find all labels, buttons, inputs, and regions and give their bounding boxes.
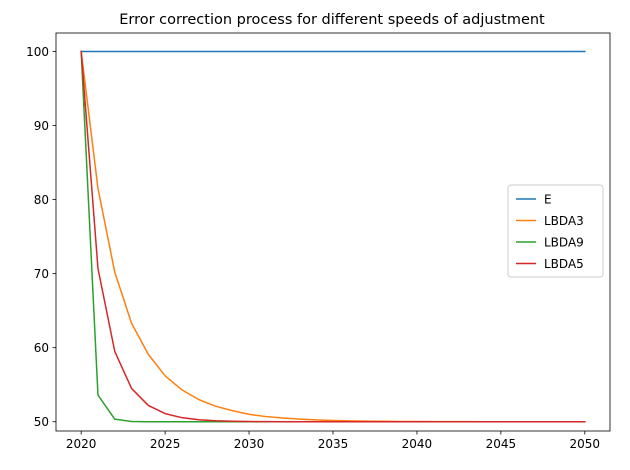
y-tick-label: 90 <box>34 119 49 133</box>
y-tick-label: 60 <box>34 341 49 355</box>
x-tick-label: 2045 <box>486 437 517 451</box>
x-tick-label: 2040 <box>402 437 433 451</box>
axes: 2020 2025 2030 2035 2040 2045 2050 50 60 70 80 90 10… <box>26 32 611 451</box>
x-tick-label: 2050 <box>570 437 601 451</box>
legend-label-e: E <box>544 192 552 206</box>
x-tick-label: 2030 <box>234 437 265 451</box>
y-tick-label: 100 <box>26 45 49 59</box>
legend-label-lbda3: LBDA3 <box>544 214 584 228</box>
y-tick-label: 70 <box>34 267 49 281</box>
x-tick-label: 2035 <box>318 437 349 451</box>
plot-area <box>80 50 586 423</box>
legend-label-lbda5: LBDA5 <box>544 257 584 271</box>
legend-box <box>507 184 604 278</box>
y-tick-label: 50 <box>34 415 49 429</box>
series-line-lbda5 <box>80 50 586 423</box>
x-tick-label: 2025 <box>150 437 181 451</box>
legend: E LBDA3 LBDA9 LBDA5 <box>507 184 604 278</box>
x-tick-label: 2020 <box>66 437 97 451</box>
y-tick-label: 80 <box>34 193 49 207</box>
legend-label-lbda9: LBDA9 <box>544 235 584 249</box>
chart-title: Error correction process for different s… <box>119 12 545 28</box>
